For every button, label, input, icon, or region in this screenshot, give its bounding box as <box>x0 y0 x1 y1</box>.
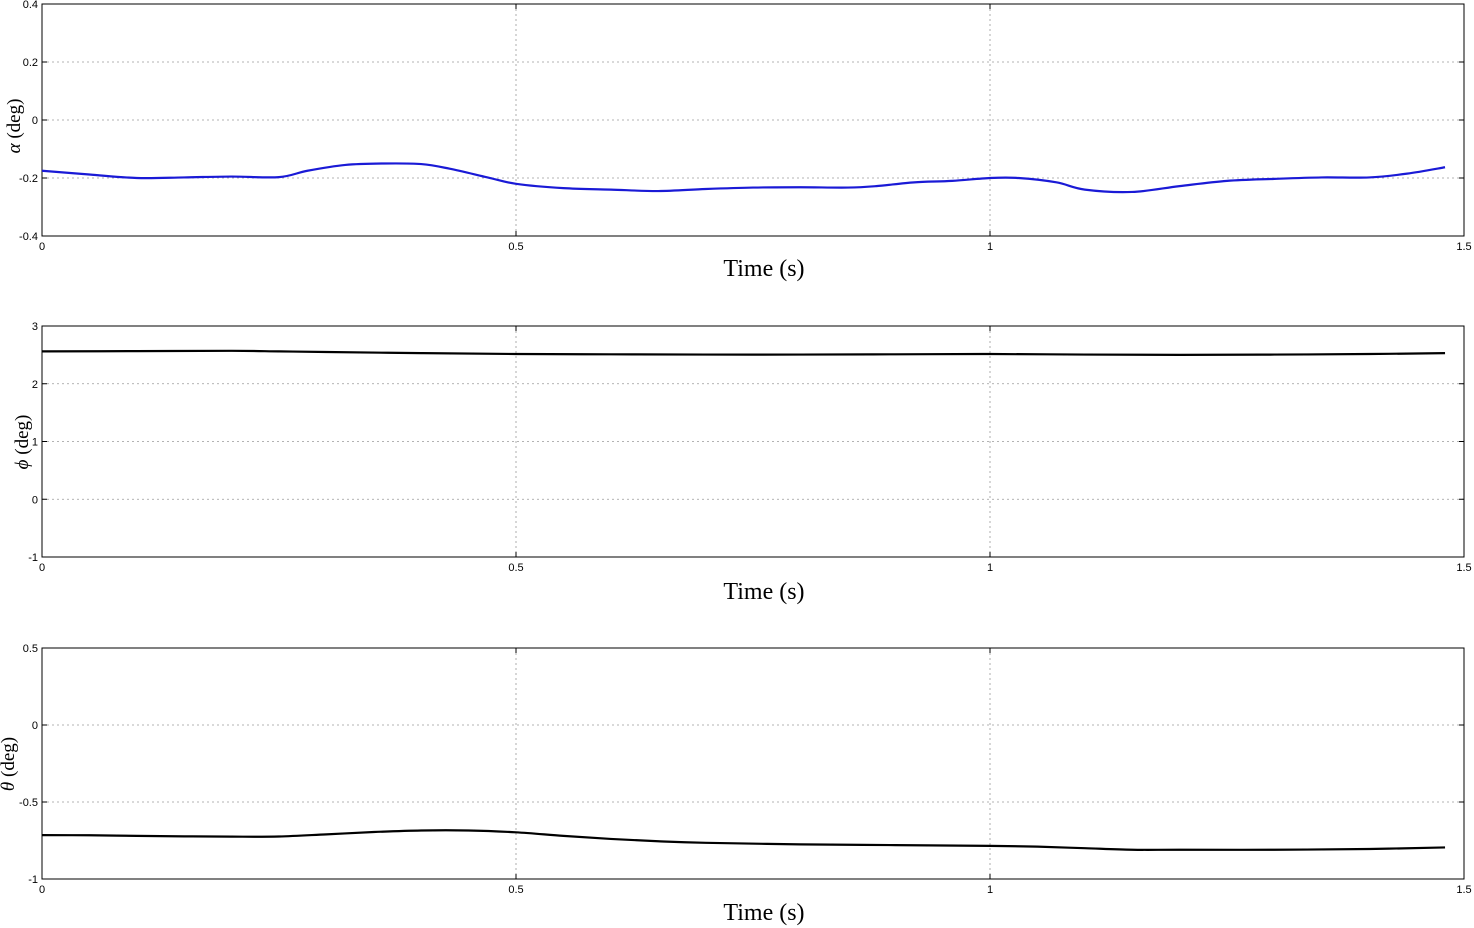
chart-panel-1: -0.4 -0.2 0 0.2 0.4 0 0.5 1 1.5 Time (s) α (deg) <box>4 0 1472 282</box>
x-axis-label: Time (s) <box>723 579 804 605</box>
y-tick-label: -0.2 <box>19 173 38 185</box>
series-line-1-1 <box>41 162 1446 194</box>
y-tick-label: 2 <box>32 379 38 391</box>
y-axis-symbol: α <box>4 142 25 153</box>
y-tick-label: 0 <box>32 494 38 506</box>
series-line-3-1 <box>41 829 1446 851</box>
y-axis-symbol: ϕ <box>12 459 33 469</box>
y-tick-label: 1 <box>32 437 38 449</box>
x-tick-label: 0.5 <box>508 562 523 574</box>
y-axis-symbol: θ <box>0 782 19 791</box>
x-tick-label: 0 <box>39 241 45 253</box>
axes-frame <box>41 647 1465 880</box>
x-tick-label: 0 <box>39 884 45 896</box>
x-tick-label: 1.5 <box>1456 562 1471 574</box>
y-axis-label: α (deg) <box>4 99 25 154</box>
y-tick-label: 0 <box>32 720 38 732</box>
y-axis-unit: (deg) <box>0 737 19 782</box>
y-tick-label: 0.4 <box>23 0 38 11</box>
y-tick-label: -0.4 <box>19 231 38 243</box>
x-tick-label: 1 <box>987 241 993 253</box>
y-axis-unit: (deg) <box>12 415 33 460</box>
x-tick-label: 0.5 <box>508 884 523 896</box>
y-tick-label: -0.5 <box>19 797 38 809</box>
y-tick-label: 0.2 <box>23 57 38 69</box>
y-tick-label: 3 <box>32 321 38 333</box>
x-tick-label: 0 <box>39 562 45 574</box>
y-axis-unit: (deg) <box>4 99 25 144</box>
x-tick-label: 1.5 <box>1456 241 1471 253</box>
x-axis-label: Time (s) <box>723 900 804 926</box>
y-tick-label: 0.5 <box>23 643 38 655</box>
y-tick-label: -1 <box>28 552 38 564</box>
x-tick-label: 1 <box>987 562 993 574</box>
x-tick-label: 1.5 <box>1456 884 1471 896</box>
series-line-2-1 <box>41 349 1446 356</box>
y-tick-label: -1 <box>28 874 38 886</box>
y-axis-label: ϕ (deg) <box>12 415 33 470</box>
x-tick-label: 1 <box>987 884 993 896</box>
y-tick-label: 0 <box>32 115 38 127</box>
x-axis-label: Time (s) <box>723 256 804 282</box>
y-axis-label: θ (deg) <box>0 737 19 791</box>
chart-panel-3: -1 -0.5 0 0.5 0 0.5 1 1.5 Time (s) θ (deg) <box>0 643 1472 926</box>
x-tick-label: 0.5 <box>508 241 523 253</box>
